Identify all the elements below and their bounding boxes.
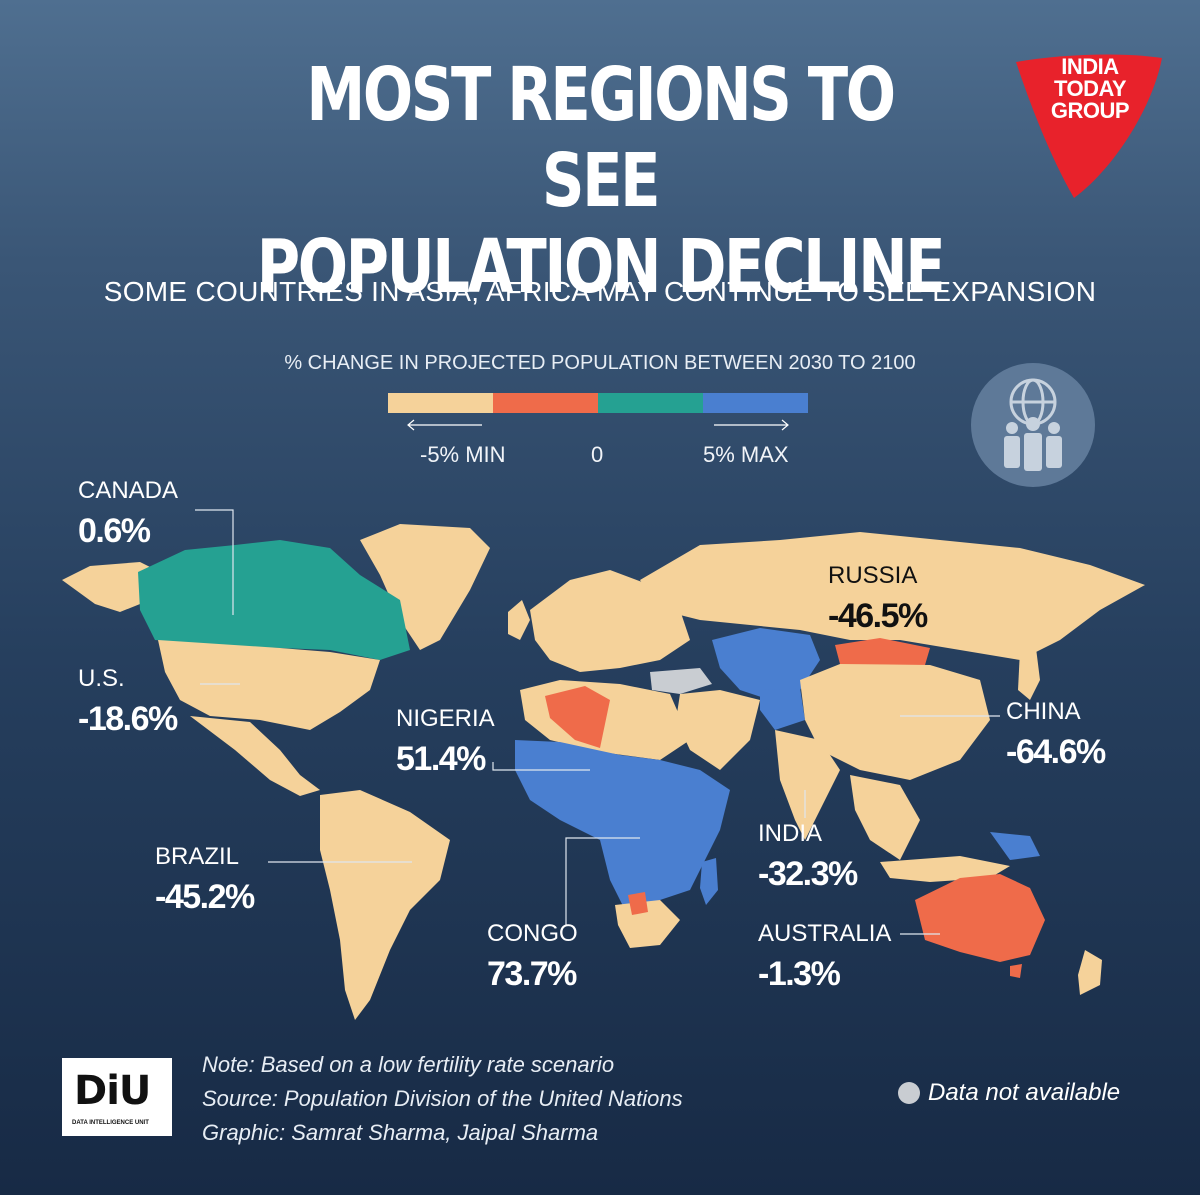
label-nigeria-value: 51.4%: [396, 740, 486, 778]
title-line-2: POPULATION DECLINE: [256, 224, 946, 310]
map-greenland: [360, 524, 490, 650]
map-central-asia: [712, 628, 820, 700]
legend-swatch-blue: [703, 393, 808, 413]
map-middle-east: [676, 690, 760, 770]
map-afghanistan: [760, 688, 805, 730]
map-mongolia: [835, 638, 930, 672]
page-title: MOST REGIONS TO SEE POPULATION DECLINE: [240, 52, 960, 310]
label-nigeria-name: NIGERIA: [396, 705, 495, 732]
label-russia-value: -46.5%: [828, 597, 928, 635]
map-us: [158, 640, 380, 730]
map-new-zealand: [1078, 950, 1102, 995]
map-canada: [138, 540, 410, 660]
label-russia-name: RUSSIA: [828, 562, 918, 589]
map-alaska: [62, 562, 160, 612]
logo-line-2: TODAY: [1053, 76, 1127, 101]
map-japan: [1018, 640, 1040, 700]
label-india-value: -32.3%: [758, 855, 858, 893]
label-australia-name: AUSTRALIA: [758, 920, 892, 947]
map-australia: [915, 874, 1045, 962]
subtitle: SOME COUNTRIES IN ASIA, AFRICA MAY CONTI…: [103, 276, 1097, 307]
legend-min-label: -5% MIN: [420, 442, 506, 467]
graphic-credit: Graphic: Samrat Sharma, Jaipal Sharma: [202, 1120, 599, 1145]
label-australia-value: -1.3%: [758, 955, 841, 993]
legend-arrow-right-icon: [714, 419, 789, 431]
logo-line-1: INDIA: [1061, 54, 1119, 79]
map-russia: [640, 532, 1145, 660]
leader-congo: [565, 837, 640, 925]
map-south-africa: [615, 900, 680, 948]
map-south-america: [320, 790, 450, 1020]
legend-zero-label: 0: [591, 442, 604, 467]
label-congo-name: CONGO: [487, 920, 578, 947]
india-today-logo: [1016, 54, 1162, 198]
map-se-asia: [850, 775, 920, 860]
label-us-name: U.S.: [78, 665, 125, 692]
map-algeria: [545, 686, 610, 748]
diu-logo-subtext: DATA INTELLIGENCE UNIT: [72, 1120, 149, 1126]
map-sub-saharan-africa: [515, 740, 730, 910]
globe-people-icon: [971, 363, 1095, 487]
legend-swatch-teal: [598, 393, 703, 413]
map-botswana: [628, 892, 648, 915]
legend-color-bar: [388, 393, 808, 413]
diu-logo-text: DiU: [74, 1068, 151, 1114]
leader-canada: [195, 509, 234, 615]
map-png: [990, 832, 1040, 860]
data-not-available-dot-icon: [898, 1082, 920, 1104]
map-turkey: [650, 668, 712, 694]
map-europe: [530, 570, 690, 672]
legend-swatch-sand: [388, 393, 493, 413]
map-china: [800, 664, 990, 780]
legend-title: % CHANGE IN PROJECTED POPULATION BETWEEN…: [284, 352, 916, 374]
label-china-value: -64.6%: [1006, 733, 1106, 771]
map-madagascar: [700, 858, 718, 905]
footer-notes: Note: Based on a low fertility rate scen…: [202, 1048, 683, 1150]
label-brazil-value: -45.2%: [155, 878, 255, 916]
label-brazil-name: BRAZIL: [155, 843, 240, 870]
logo-text: INDIA TODAY GROUP: [1040, 56, 1140, 122]
map-india: [775, 730, 840, 840]
label-us-value: -18.6%: [78, 700, 178, 738]
legend-max-label: 5% MAX: [703, 442, 789, 467]
diu-logo: [62, 1058, 172, 1136]
logo-line-3: GROUP: [1050, 98, 1130, 123]
note-text: Note: Based on a low fertility rate scen…: [202, 1052, 615, 1077]
label-canada-name: CANADA: [78, 477, 179, 504]
map-indonesia: [880, 856, 1010, 882]
label-canada-value: 0.6%: [78, 512, 151, 550]
legend-swatch-coral: [493, 393, 598, 413]
title-line-1: MOST REGIONS TO SEE: [306, 52, 896, 224]
label-china-name: CHINA: [1006, 698, 1081, 725]
legend-arrow-left-icon: [407, 419, 482, 431]
map-mexico: [190, 716, 320, 796]
leader-nigeria: [492, 762, 590, 771]
map-tasmania: [1010, 964, 1022, 978]
source-text: Source: Population Division of the Unite…: [202, 1086, 683, 1111]
map-uk: [508, 600, 530, 640]
label-congo-value: 73.7%: [487, 955, 577, 993]
data-not-available-label: Data not available: [928, 1079, 1121, 1106]
label-india-name: INDIA: [758, 820, 823, 847]
